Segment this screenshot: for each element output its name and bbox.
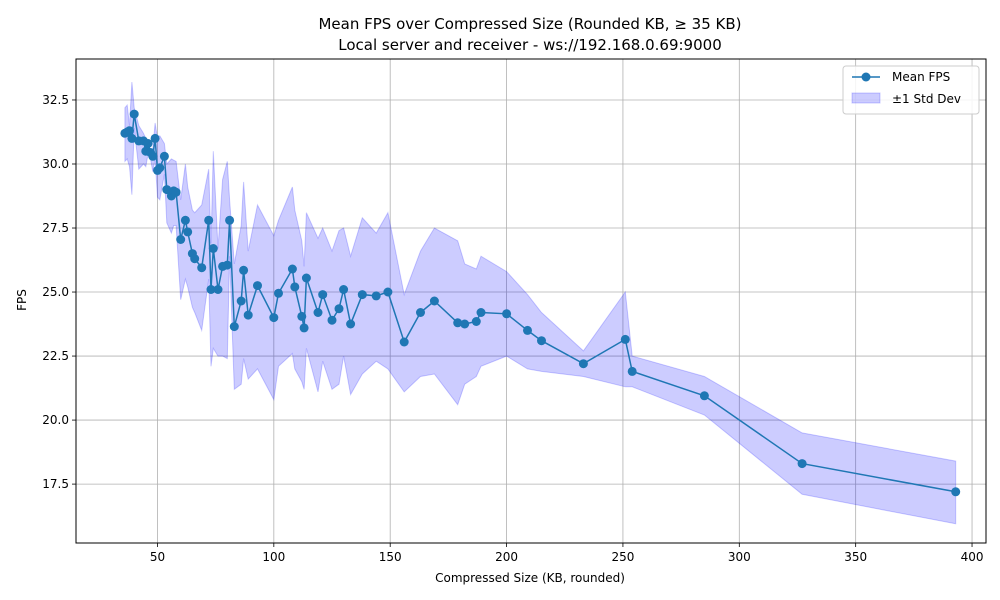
legend-box [842, 65, 980, 115]
x-tick-label: 400 [961, 550, 984, 564]
mean-fps-point [371, 291, 381, 301]
mean-fps-point [460, 319, 470, 329]
mean-fps-point [627, 366, 637, 376]
mean-fps-point [225, 215, 235, 225]
mean-fps-point [620, 334, 630, 344]
mean-fps-point [208, 244, 218, 253]
std-dev-band [124, 81, 957, 525]
mean-fps-point [429, 296, 439, 306]
mean-fps-point [204, 215, 214, 225]
mean-fps-point [334, 304, 344, 314]
legend: Mean FPS ±1 Std Dev [842, 65, 980, 115]
mean-fps-point [453, 318, 463, 328]
mean-fps-point [183, 227, 193, 237]
plot-frame [75, 58, 987, 544]
x-axis-ticks: 50 100 150 200 250 300 350 400 [150, 543, 984, 564]
mean-fps-point [537, 336, 546, 346]
mean-fps-point [346, 319, 356, 329]
mean-fps-point [236, 296, 246, 306]
mean-fps-point [129, 109, 139, 119]
mean-fps-point [159, 151, 169, 161]
mean-fps-point [243, 310, 253, 320]
mean-fps-point [190, 254, 200, 264]
x-tick-label: 300 [728, 550, 751, 564]
mean-fps-point [222, 260, 232, 270]
chart-subtitle: Local server and receiver - ws://192.168… [338, 36, 721, 54]
mean-fps-point [797, 459, 807, 469]
mean-fps-point [162, 185, 172, 195]
mean-fps-point [357, 290, 367, 300]
x-tick-label: 250 [611, 550, 634, 564]
mean-fps-point [127, 133, 137, 143]
mean-fps-point [951, 487, 961, 497]
mean-fps-point [299, 323, 309, 333]
mean-fps-point [171, 187, 181, 197]
mean-fps-point [416, 308, 425, 317]
y-tick-label: 30.0 [42, 157, 69, 171]
y-tick-label: 25.0 [42, 285, 69, 299]
legend-band-swatch [851, 92, 881, 104]
mean-fps-point [148, 151, 158, 161]
y-tick-label: 20.0 [42, 413, 69, 427]
x-tick-label: 350 [844, 550, 867, 564]
mean-fps-point [471, 317, 481, 326]
x-tick-label: 200 [495, 550, 518, 564]
grid-lines [76, 59, 986, 543]
x-tick-label: 50 [150, 550, 165, 564]
mean-fps-point [290, 282, 300, 292]
chart-title: Mean FPS over Compressed Size (Rounded K… [318, 15, 741, 33]
x-tick-label: 150 [379, 550, 402, 564]
mean-fps-point [176, 235, 186, 244]
legend-label-std-dev: ±1 Std Dev [892, 92, 961, 106]
mean-fps-point [206, 285, 216, 294]
mean-fps-point [301, 273, 311, 283]
mean-fps-point [253, 281, 262, 291]
mean-fps-point [287, 264, 297, 274]
y-tick-label: 22.5 [42, 349, 69, 363]
mean-fps-point [197, 263, 207, 273]
mean-fps-point [327, 315, 337, 325]
y-axis-ticks: 17.5 20.0 22.5 25.0 27.5 30.0 32.5 [42, 93, 76, 491]
x-axis-label: Compressed Size (KB, rounded) [435, 571, 625, 585]
mean-fps-point [399, 337, 409, 347]
std-dev-band-area [124, 81, 957, 525]
mean-fps-point [699, 391, 709, 401]
mean-fps-point [150, 133, 160, 143]
mean-fps-point [125, 126, 134, 136]
mean-fps-point [523, 325, 532, 335]
y-tick-label: 32.5 [42, 93, 69, 107]
mean-fps-point [143, 139, 153, 148]
y-tick-label: 17.5 [42, 477, 69, 491]
y-tick-label: 27.5 [42, 221, 69, 235]
mean-fps-point [318, 290, 328, 300]
mean-fps-point [297, 311, 307, 321]
mean-fps-point [383, 287, 393, 297]
mean-fps-point [269, 313, 279, 323]
mean-fps-point [213, 285, 223, 294]
mean-fps-points [120, 109, 961, 497]
mean-fps-point [476, 308, 486, 317]
mean-fps-point [229, 322, 239, 332]
y-axis-label: FPS [15, 289, 29, 311]
x-tick-label: 100 [262, 550, 285, 564]
mean-fps-point [578, 359, 588, 369]
mean-fps-point [339, 285, 349, 294]
mean-fps-point [239, 265, 249, 275]
mean-fps-point [313, 308, 323, 317]
mean-fps-point [155, 163, 165, 173]
mean-fps-point [502, 309, 512, 319]
mean-fps-point [274, 288, 283, 298]
mean-fps-point [180, 215, 190, 225]
legend-marker-swatch [861, 72, 871, 82]
legend-label-mean-fps: Mean FPS [892, 70, 950, 84]
